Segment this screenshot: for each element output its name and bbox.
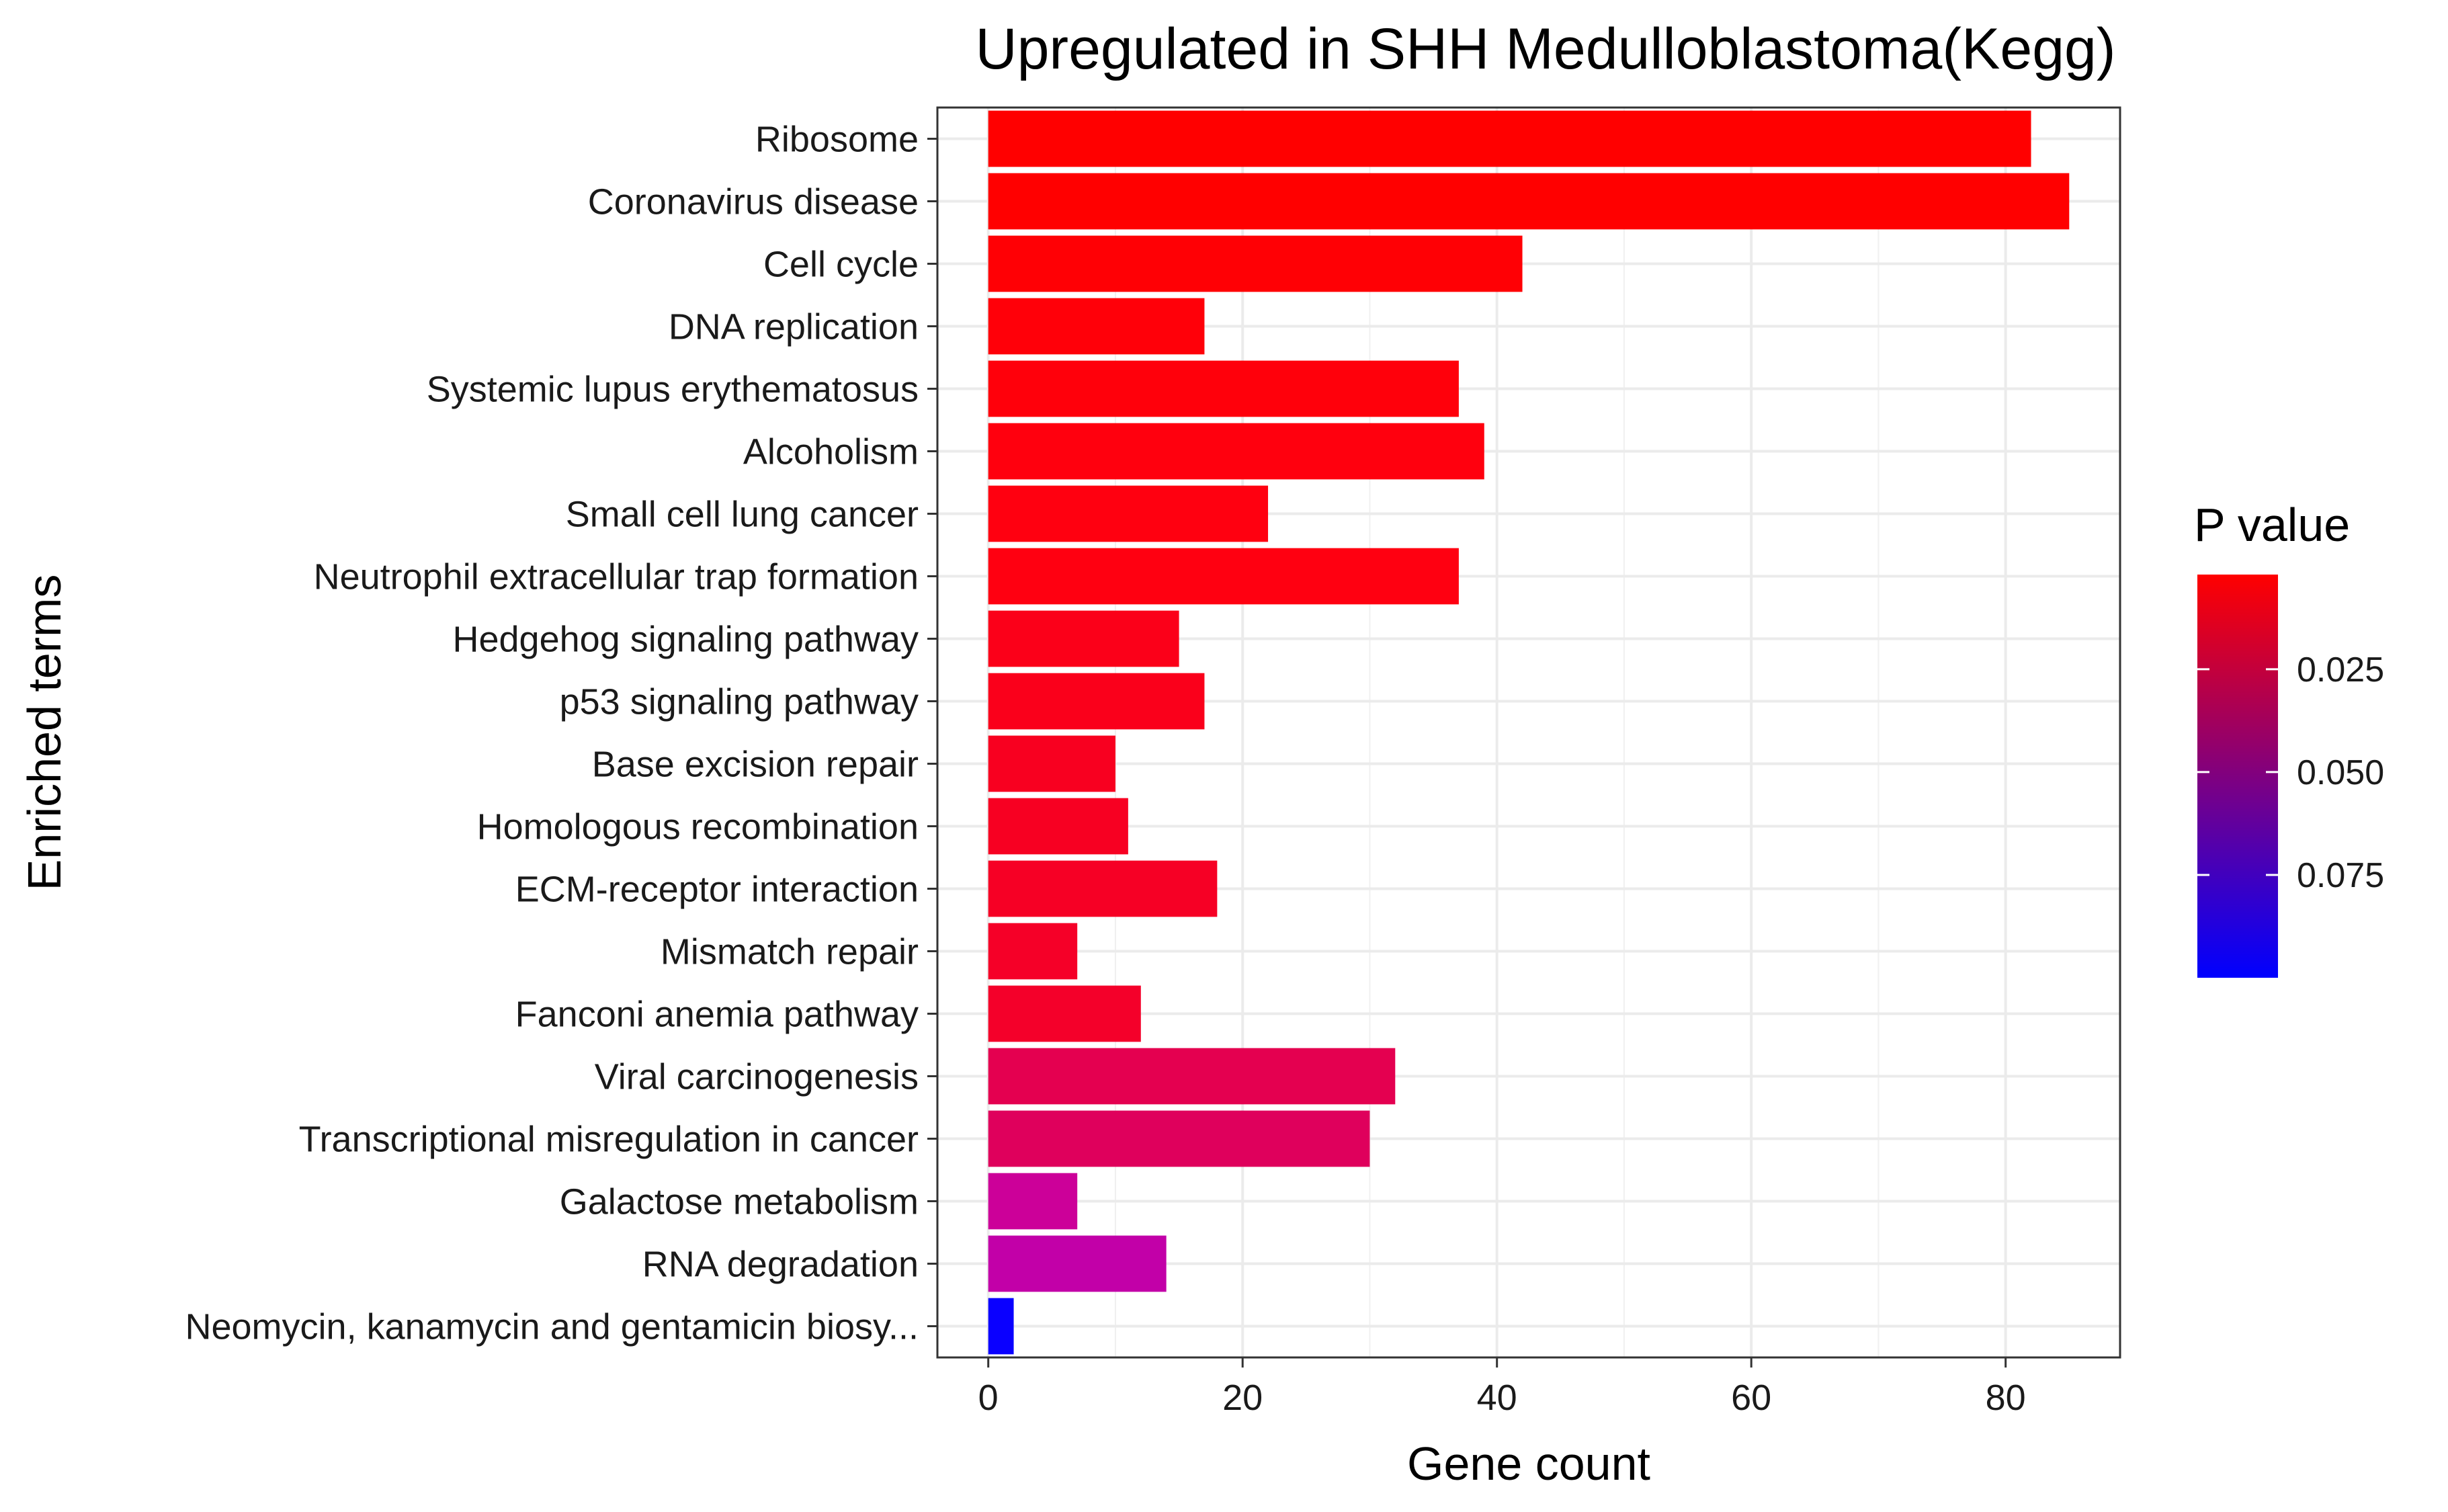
bar <box>988 235 1523 292</box>
bar <box>988 360 1459 417</box>
y-tick-label: Homologous recombination <box>477 807 919 847</box>
y-tick-label: Hedgehog signaling pathway <box>452 620 919 660</box>
plot-panel-border <box>936 106 2121 1359</box>
bar <box>988 673 1205 730</box>
bar <box>988 298 1205 355</box>
y-tick-label: Systemic lupus erythematosus <box>427 370 919 410</box>
y-tick-label: Neomycin, kanamycin and gentamicin biosy… <box>185 1307 919 1347</box>
y-tick-label: Ribosome <box>755 120 919 160</box>
y-tick-label: Alcoholism <box>743 432 919 472</box>
bar <box>988 798 1128 855</box>
x-tick-label: 20 <box>1222 1378 1263 1418</box>
y-tick-label: Neutrophil extracellular trap formation <box>314 557 919 597</box>
legend-tick-label: 0.050 <box>2297 753 2384 792</box>
legend-colorbar <box>2197 575 2278 978</box>
bar <box>988 1110 1370 1167</box>
y-tick-label: RNA degradation <box>642 1245 919 1285</box>
bar <box>988 1173 1078 1230</box>
y-axis-title: Enriched terms <box>18 575 71 891</box>
x-axis-title: Gene count <box>1407 1437 1650 1490</box>
legend-tick-label: 0.075 <box>2297 856 2384 895</box>
y-tick-label: Transcriptional misregulation in cancer <box>299 1120 919 1160</box>
legend-tick-label: 0.025 <box>2297 650 2384 689</box>
bar <box>988 1298 1014 1355</box>
bar <box>988 548 1459 605</box>
y-tick-label: ECM-receptor interaction <box>515 870 919 910</box>
bar <box>988 173 2070 230</box>
y-tick-label: Mismatch repair <box>661 932 919 972</box>
y-tick-label: Fanconi anemia pathway <box>515 995 919 1035</box>
bar <box>988 1048 1396 1105</box>
bar <box>988 485 1269 542</box>
legend-title: P value <box>2194 499 2350 551</box>
y-tick-label: Small cell lung cancer <box>566 495 919 535</box>
bar <box>988 860 1218 917</box>
y-tick-label: p53 signaling pathway <box>560 682 919 722</box>
y-tick-label: Viral carcinogenesis <box>595 1057 919 1097</box>
y-axis: Ribosome Coronavirus disease Cell cycle DNA… <box>185 120 937 1347</box>
y-tick-label: DNA replication <box>669 307 919 347</box>
x-tick-label: 60 <box>1731 1378 1771 1418</box>
y-tick-label: Coronavirus disease <box>588 182 919 222</box>
x-tick-label: 80 <box>1986 1378 2026 1418</box>
bar <box>988 423 1484 480</box>
y-tick-label: Base excision repair <box>592 745 919 785</box>
x-tick-label: 40 <box>1477 1378 1517 1418</box>
x-tick-label: 0 <box>978 1378 999 1418</box>
bar <box>988 610 1179 667</box>
chart-title: Upregulated in SHH Medulloblastoma(Kegg) <box>976 17 2116 81</box>
y-tick-label: Galactose metabolism <box>560 1182 919 1222</box>
bar <box>988 923 1078 980</box>
bar <box>988 1235 1167 1292</box>
legend-ticks: 0.025 0.050 0.075 <box>2197 650 2384 895</box>
legend: P value 0.025 0.050 0.075 <box>2194 499 2384 978</box>
bar <box>988 110 2031 167</box>
y-tick-label: Cell cycle <box>763 245 919 285</box>
bar <box>988 735 1115 792</box>
bar <box>988 985 1141 1042</box>
bars <box>988 110 2070 1355</box>
x-axis: 0 20 40 60 80 <box>978 1357 2026 1418</box>
